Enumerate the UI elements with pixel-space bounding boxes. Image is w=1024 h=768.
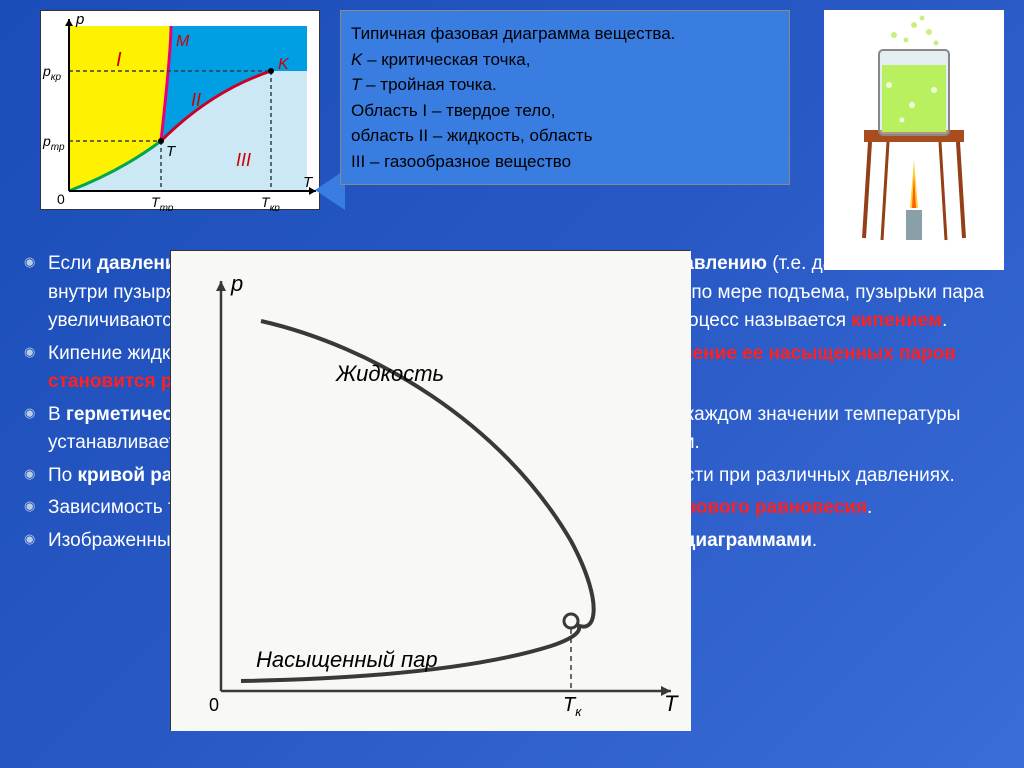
svg-text:0: 0 <box>57 191 65 207</box>
pt-axis-t: T <box>664 691 679 716</box>
pt-chart: p T 0 Жидкость Насыщенный пар Тк <box>170 250 690 730</box>
phase-diagram: p T 0 I II III M K Т pкр pтр Tтр Tкр <box>40 10 320 210</box>
axis-p-label: p <box>75 11 84 28</box>
axis-t-label: T <box>303 174 314 191</box>
svg-text:pтр: pтр <box>42 133 65 153</box>
beaker-illustration <box>824 10 1004 270</box>
svg-text:Tкр: Tкр <box>261 194 280 211</box>
callout-box: Типичная фазовая диаграмма вещества. K –… <box>340 10 790 185</box>
callout-line6: III – газообразное вещество <box>351 149 779 175</box>
vapor-label: Насыщенный пар <box>256 647 438 672</box>
svg-text:Tтр: Tтр <box>151 194 174 211</box>
point-k-label: K <box>278 56 290 73</box>
liquid-label: Жидкость <box>335 361 444 386</box>
callout-line5: область II – жидкость, область <box>351 123 779 149</box>
callout-line4: Область I – твердое тело, <box>351 98 779 124</box>
point-m-label: M <box>176 33 190 50</box>
region-2-label: II <box>191 90 201 110</box>
pt-axis-p: p <box>230 271 243 296</box>
callout-line2: K – критическая точка, <box>351 47 779 73</box>
callout-line1: Типичная фазовая диаграмма вещества. <box>351 21 779 47</box>
pt-origin: 0 <box>209 695 219 715</box>
region-3-label: III <box>236 150 251 170</box>
region-1-label: I <box>116 49 122 71</box>
svg-text:pкр: pкр <box>42 63 62 83</box>
callout-line3: T – тройная точка. <box>351 72 779 98</box>
